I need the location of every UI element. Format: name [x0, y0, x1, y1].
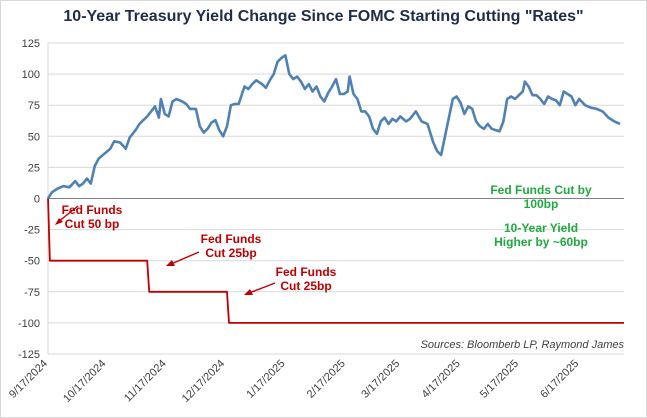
- y-tick-label: 25: [28, 162, 40, 174]
- x-tick-label: 9/17/2024: [7, 358, 50, 401]
- y-tick-label: -25: [24, 225, 40, 237]
- annotation-cut3: Fed Funds Cut 25bp: [276, 265, 337, 293]
- arrow-cut1: [57, 205, 79, 223]
- y-tick-label: 50: [28, 131, 40, 143]
- annotation-summary-yield: 10-Year Yield Higher by ~60bp: [494, 221, 588, 249]
- annotation-cut1: Fed Funds Cut 50 bp: [62, 203, 123, 231]
- arrow-cut3: [248, 282, 276, 294]
- arrow-cut3-head: [244, 289, 253, 295]
- x-tick-labels: 9/17/2024 10/17/2024 11/17/2024 12/17/2024 1…: [7, 358, 581, 405]
- y-tick-label: -100: [18, 318, 40, 330]
- y-tick-label: -75: [24, 287, 40, 299]
- y-tick-label: 125: [22, 38, 40, 50]
- arrow-cut1-head: [55, 218, 63, 225]
- svg-text:100bp: 100bp: [524, 197, 559, 211]
- y-tick-label: 75: [28, 100, 40, 112]
- chart-title: 10-Year Treasury Yield Change Since FOMC…: [63, 8, 584, 25]
- svg-text:Fed Funds: Fed Funds: [276, 265, 337, 279]
- series-line-yield: [46, 54, 621, 200]
- y-tick-label: 0: [34, 194, 40, 206]
- y-tick-labels: 125 100 75 50 25 0 -25 -50 -75 -100 -125: [18, 38, 40, 361]
- annotation-arrows: [55, 205, 276, 295]
- source-note: Sources: Bloomberb LP, Raymond James: [421, 339, 625, 351]
- arrow-cut2: [170, 251, 200, 265]
- svg-text:Cut 50 bp: Cut 50 bp: [65, 217, 120, 231]
- x-tick-label: 2/17/2025: [305, 358, 348, 401]
- series-lines: [46, 54, 624, 324]
- svg-text:Higher by ~60bp: Higher by ~60bp: [494, 235, 588, 249]
- annotation-cut2: Fed Funds Cut 25bp: [201, 232, 262, 260]
- x-tick-label: 3/17/2025: [359, 358, 402, 401]
- svg-text:Fed Funds: Fed Funds: [201, 232, 262, 246]
- y-tick-label: -50: [24, 256, 40, 268]
- svg-text:Cut 25bp: Cut 25bp: [205, 246, 256, 260]
- y-tick-label: -125: [18, 349, 40, 361]
- y-tick-label: 100: [22, 69, 40, 81]
- annotation-summary-cut: Fed Funds Cut by 100bp: [490, 183, 592, 211]
- series-line-fed-funds: [47, 198, 624, 324]
- arrow-cut2-head: [166, 260, 175, 266]
- x-tick-label: 5/17/2025: [478, 358, 521, 401]
- svg-text:Fed Funds Cut by: Fed Funds Cut by: [490, 183, 592, 197]
- x-tick-label: 10/17/2024: [61, 358, 108, 405]
- x-tick-label: 6/17/2025: [538, 358, 581, 401]
- svg-text:Cut 25bp: Cut 25bp: [280, 279, 331, 293]
- x-tick-label: 11/17/2024: [122, 358, 169, 405]
- x-tick-label: 12/17/2024: [180, 358, 227, 405]
- x-tick-label: 4/17/2025: [420, 358, 463, 401]
- svg-text:Fed Funds: Fed Funds: [62, 203, 123, 217]
- x-tick-label: 1/17/2025: [244, 358, 287, 401]
- svg-text:10-Year Yield: 10-Year Yield: [504, 221, 578, 235]
